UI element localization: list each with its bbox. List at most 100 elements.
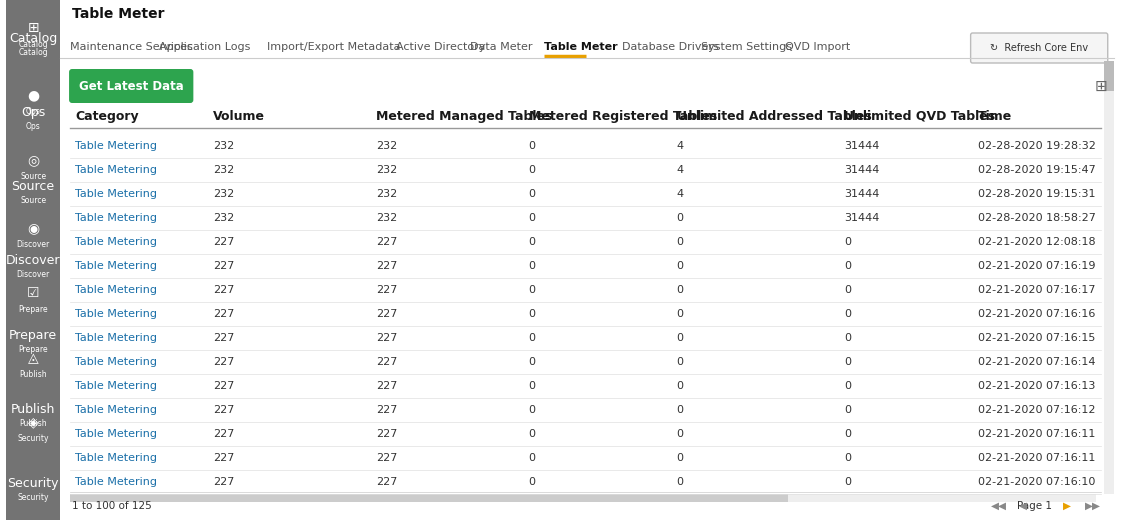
Text: 0: 0: [845, 285, 852, 295]
Text: Unlimited QVD Tables: Unlimited QVD Tables: [845, 110, 996, 123]
Text: 0: 0: [676, 381, 684, 391]
Text: 232: 232: [213, 141, 234, 151]
Text: Table Metering: Table Metering: [75, 405, 158, 415]
Text: 02-21-2020 07:16:11: 02-21-2020 07:16:11: [978, 429, 1095, 439]
Text: Get Latest Data: Get Latest Data: [79, 80, 183, 93]
Text: 4: 4: [676, 141, 684, 151]
Text: Publish: Publish: [19, 419, 47, 428]
Text: 0: 0: [676, 213, 684, 223]
Text: Table Meter: Table Meter: [72, 7, 164, 21]
Text: ▶: ▶: [1063, 501, 1071, 511]
Text: 0: 0: [529, 261, 536, 271]
Text: 02-21-2020 07:16:10: 02-21-2020 07:16:10: [978, 477, 1095, 487]
Text: Ops: Ops: [26, 122, 40, 131]
Text: ⊞: ⊞: [1095, 79, 1107, 94]
Text: 4: 4: [676, 165, 684, 175]
Text: 02-28-2020 19:15:47: 02-28-2020 19:15:47: [978, 165, 1096, 175]
Text: Metered Managed Tables: Metered Managed Tables: [376, 110, 552, 123]
Text: Table Metering: Table Metering: [75, 333, 158, 343]
Text: 232: 232: [376, 165, 397, 175]
Text: 227: 227: [213, 453, 234, 463]
Text: 02-21-2020 12:08:18: 02-21-2020 12:08:18: [978, 237, 1095, 247]
Text: 227: 227: [213, 285, 234, 295]
Text: Table Metering: Table Metering: [75, 477, 158, 487]
Text: Table Metering: Table Metering: [75, 285, 158, 295]
Text: 02-28-2020 18:58:27: 02-28-2020 18:58:27: [978, 213, 1096, 223]
Text: Catalog: Catalog: [18, 40, 48, 48]
Text: 227: 227: [213, 357, 234, 367]
Text: Source: Source: [11, 180, 55, 193]
Text: ↻  Refresh Core Env: ↻ Refresh Core Env: [990, 43, 1088, 53]
Text: 0: 0: [676, 429, 684, 439]
Text: ◈: ◈: [28, 415, 38, 429]
Text: 0: 0: [676, 237, 684, 247]
Text: Page 1: Page 1: [1017, 501, 1052, 511]
Bar: [70, 494, 789, 502]
Text: 0: 0: [529, 429, 536, 439]
Text: Metered Registered Tables: Metered Registered Tables: [529, 110, 717, 123]
Text: 227: 227: [376, 453, 397, 463]
Bar: [70, 494, 1096, 502]
Text: ☑: ☑: [27, 286, 39, 300]
Text: ⊞: ⊞: [27, 21, 39, 35]
Text: 02-28-2020 19:15:31: 02-28-2020 19:15:31: [978, 189, 1095, 199]
Text: 227: 227: [376, 357, 397, 367]
Text: 0: 0: [529, 285, 536, 295]
Text: Unlimited Addressed Tables: Unlimited Addressed Tables: [676, 110, 872, 123]
Text: ◬: ◬: [28, 351, 38, 365]
Text: 4: 4: [676, 189, 684, 199]
Text: Ops: Ops: [21, 106, 45, 119]
Text: 227: 227: [213, 429, 234, 439]
Text: Discover: Discover: [6, 254, 61, 267]
Text: 227: 227: [376, 405, 397, 415]
Text: Security: Security: [17, 434, 48, 443]
Text: 1 to 100 of 125: 1 to 100 of 125: [72, 501, 152, 511]
Text: 02-21-2020 07:16:15: 02-21-2020 07:16:15: [978, 333, 1095, 343]
Text: Database Drivers: Database Drivers: [622, 42, 719, 52]
Text: 227: 227: [376, 333, 397, 343]
Text: 0: 0: [529, 405, 536, 415]
Text: 0: 0: [845, 309, 852, 319]
Text: Prepare: Prepare: [18, 345, 48, 354]
Text: Discover: Discover: [17, 240, 50, 249]
Text: 0: 0: [529, 357, 536, 367]
Text: ▶▶: ▶▶: [1084, 501, 1101, 511]
Text: Maintenance Services: Maintenance Services: [70, 42, 192, 52]
Text: ◉: ◉: [27, 221, 39, 235]
Text: 0: 0: [529, 165, 536, 175]
Text: 227: 227: [376, 285, 397, 295]
Text: 227: 227: [376, 237, 397, 247]
Text: Time: Time: [978, 110, 1011, 123]
Text: Table Metering: Table Metering: [75, 141, 158, 151]
Text: Security: Security: [8, 477, 58, 490]
Text: ◀: ◀: [1019, 501, 1027, 511]
Text: 0: 0: [845, 405, 852, 415]
Text: 232: 232: [213, 213, 234, 223]
Bar: [1104, 61, 1114, 91]
Text: 31444: 31444: [845, 213, 880, 223]
Text: Catalog: Catalog: [9, 32, 57, 45]
Text: 0: 0: [676, 477, 684, 487]
Text: Application Logs: Application Logs: [159, 42, 250, 52]
Text: 31444: 31444: [845, 165, 880, 175]
Text: Table Metering: Table Metering: [75, 381, 158, 391]
Text: Table Metering: Table Metering: [75, 213, 158, 223]
Text: 227: 227: [376, 429, 397, 439]
Text: 02-28-2020 19:28:32: 02-28-2020 19:28:32: [978, 141, 1096, 151]
Bar: [6, 0, 61, 520]
Text: Prepare: Prepare: [9, 329, 57, 342]
Text: 227: 227: [213, 477, 234, 487]
Text: 0: 0: [676, 357, 684, 367]
Text: Publish: Publish: [19, 370, 47, 379]
Text: 31444: 31444: [845, 189, 880, 199]
Text: Discover: Discover: [17, 270, 50, 279]
Text: 02-21-2020 07:16:13: 02-21-2020 07:16:13: [978, 381, 1095, 391]
Text: Import/Export Metadata: Import/Export Metadata: [268, 42, 400, 52]
Text: 0: 0: [529, 237, 536, 247]
Text: 232: 232: [213, 189, 234, 199]
Text: 227: 227: [213, 261, 234, 271]
Text: 227: 227: [213, 309, 234, 319]
Text: 227: 227: [376, 477, 397, 487]
Text: Publish: Publish: [11, 403, 55, 416]
Text: Table Metering: Table Metering: [75, 309, 158, 319]
